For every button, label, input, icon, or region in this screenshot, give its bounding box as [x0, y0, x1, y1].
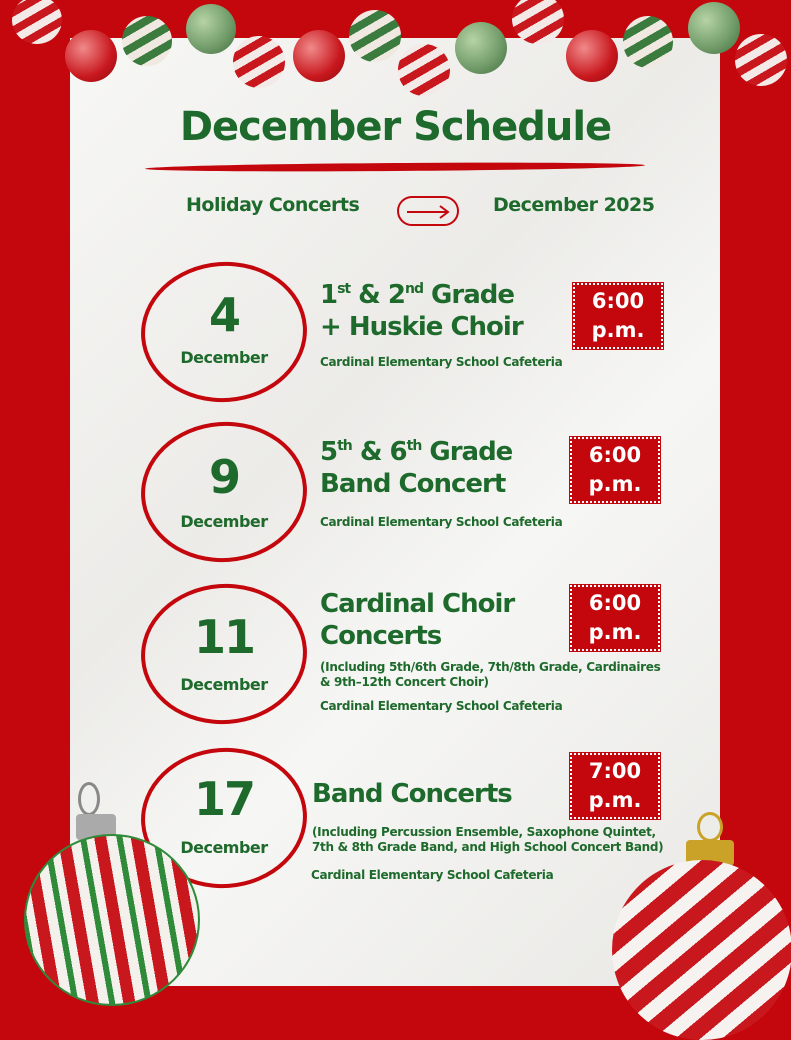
ornament-icon — [12, 0, 62, 44]
time-period: p.m. — [591, 318, 645, 342]
title-text: Cardinal Choir — [320, 589, 515, 619]
time-period: p.m. — [588, 788, 642, 812]
description-line: & 9th–12th Concert Choir) — [320, 675, 489, 689]
event-month: December — [180, 348, 268, 367]
event-time: 6:00 p.m. — [569, 584, 661, 652]
event-title: 5th & 6th Grade Band Concert — [320, 436, 513, 500]
description-line: (Including Percussion Ensemble, Saxophon… — [312, 825, 656, 839]
time-value: 7:00 — [588, 759, 642, 783]
event-time: 6:00 p.m. — [572, 282, 664, 350]
ornament-icon — [398, 44, 450, 96]
title-text: + Huskie Choir — [320, 312, 524, 342]
title-superscript: th — [406, 438, 423, 454]
right-arrow-icon — [397, 196, 459, 226]
event-location: Cardinal Elementary School Cafeteria — [320, 699, 563, 713]
title-superscript: st — [337, 281, 351, 297]
title-text: & 6 — [351, 437, 408, 467]
event-title: Cardinal Choir Concerts — [320, 588, 515, 652]
event-time: 6:00 p.m. — [569, 436, 661, 504]
title-text: 5 — [320, 437, 338, 467]
event-month: December — [180, 675, 268, 694]
event-title: Band Concerts — [312, 779, 513, 809]
event-day: 4 — [208, 288, 241, 342]
paper-background — [70, 38, 720, 986]
event-title: 1st & 2nd Grade + Huskie Choir — [320, 279, 524, 343]
ornament-icon — [186, 4, 236, 54]
event-time: 7:00 p.m. — [569, 752, 661, 820]
ornament-hook-icon — [78, 782, 100, 816]
event-day: 9 — [208, 450, 241, 504]
ornament-icon — [233, 36, 285, 88]
description-line: (Including 5th/6th Grade, 7th/8th Grade,… — [320, 660, 661, 674]
title-text: Band Concert — [320, 469, 506, 499]
ornament-icon — [293, 30, 345, 82]
time-period: p.m. — [588, 472, 642, 496]
ornament-icon — [735, 34, 787, 86]
ornament-icon — [566, 30, 618, 82]
description-line: 7th & 8th Grade Band, and High School Co… — [312, 840, 664, 854]
title-text: Grade — [423, 280, 515, 310]
time-value: 6:00 — [588, 591, 642, 615]
time-period: p.m. — [588, 620, 642, 644]
page-title: December Schedule — [179, 104, 612, 150]
event-day: 17 — [193, 772, 256, 826]
event-description: (Including 5th/6th Grade, 7th/8th Grade,… — [320, 660, 661, 690]
title-text: 1 — [320, 280, 338, 310]
ornament-ball-icon — [612, 860, 791, 1040]
event-description: (Including Percussion Ensemble, Saxophon… — [312, 825, 664, 855]
event-location: Cardinal Elementary School Cafeteria — [320, 355, 563, 369]
title-text: & 2 — [350, 280, 406, 310]
ornament-icon — [688, 2, 740, 54]
title-text: Concerts — [320, 621, 442, 651]
ornament-icon — [512, 0, 564, 44]
ornament-icon — [349, 10, 401, 62]
time-value: 6:00 — [591, 289, 645, 313]
title-superscript: nd — [405, 281, 424, 297]
ornament-icon — [623, 16, 673, 68]
event-month: December — [180, 512, 268, 531]
event-location: Cardinal Elementary School Cafeteria — [311, 868, 554, 882]
time-value: 6:00 — [588, 443, 642, 467]
event-month: December — [180, 838, 268, 857]
ornament-ball-icon — [24, 834, 200, 1006]
event-day: 11 — [193, 610, 256, 664]
ornament-icon — [122, 16, 172, 66]
title-superscript: th — [337, 438, 353, 454]
ornament-hook-icon — [697, 812, 723, 842]
subtitle-right: December 2025 — [493, 194, 655, 216]
subtitle-left: Holiday Concerts — [186, 194, 360, 216]
title-text: Grade — [421, 437, 513, 467]
ornament-icon — [65, 30, 117, 82]
ornament-icon — [455, 22, 507, 74]
event-location: Cardinal Elementary School Cafeteria — [320, 515, 563, 529]
